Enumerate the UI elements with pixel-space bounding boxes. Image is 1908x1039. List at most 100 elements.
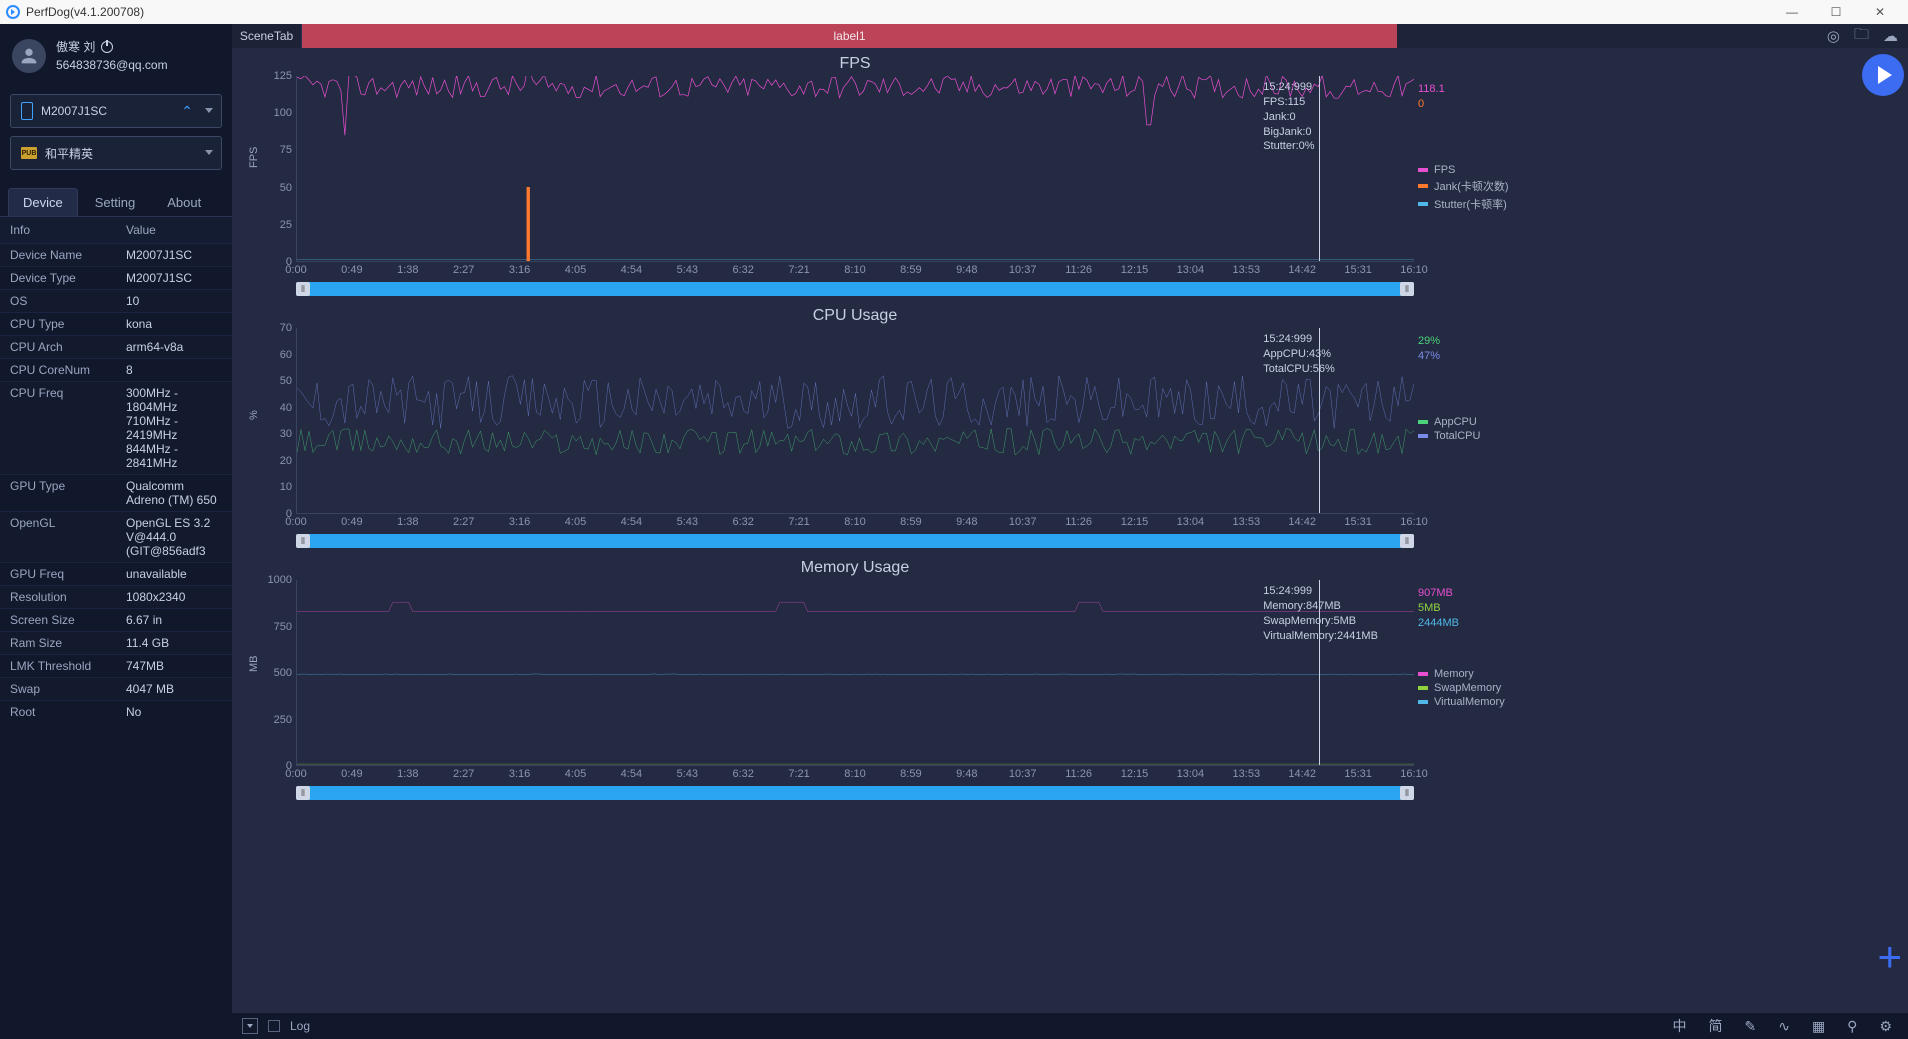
scrub-handle-right[interactable]: ⦀ xyxy=(1400,282,1414,296)
legend-item[interactable]: TotalCPU xyxy=(1418,430,1480,442)
location-icon[interactable]: ◎ xyxy=(1827,27,1840,45)
legend-item[interactable]: Stutter(卡顿率) xyxy=(1418,196,1509,212)
x-tick: 14:42 xyxy=(1288,516,1316,528)
legend-swatch xyxy=(1418,168,1428,172)
cloud-icon[interactable]: ☁ xyxy=(1883,27,1898,45)
scrub-handle-left[interactable]: ⦀ xyxy=(296,282,310,296)
lang-toggle-1[interactable]: 中 xyxy=(1666,1016,1692,1036)
tab-setting[interactable]: Setting xyxy=(80,188,150,216)
x-tick: 11:26 xyxy=(1065,264,1092,276)
x-tick: 0:49 xyxy=(341,264,362,276)
x-tick: 8:59 xyxy=(900,516,921,528)
info-row: LMK Threshold747MB xyxy=(0,654,232,677)
x-tick: 14:42 xyxy=(1288,768,1316,780)
x-tick: 2:27 xyxy=(453,516,474,528)
x-tick: 1:38 xyxy=(397,768,418,780)
hover-line xyxy=(1319,328,1320,513)
expand-log-button[interactable] xyxy=(242,1018,258,1034)
scrub-bar[interactable]: ⦀⦀ xyxy=(296,282,1414,296)
x-tick: 3:16 xyxy=(509,768,530,780)
grid-icon[interactable]: ▦ xyxy=(1806,1018,1831,1035)
scrub-handle-right[interactable]: ⦀ xyxy=(1400,786,1414,800)
x-tick: 9:48 xyxy=(956,264,977,276)
log-checkbox[interactable] xyxy=(268,1020,280,1032)
sidebar: 傲寒 刘 564838736@qq.com M2007J1SC ⌃ PUB 和平… xyxy=(0,24,232,1039)
info-key: Device Name xyxy=(0,244,116,266)
legend-label: VirtualMemory xyxy=(1434,696,1505,708)
info-head-value: Value xyxy=(116,217,166,243)
info-key: Device Type xyxy=(0,267,116,289)
series-value: 5MB xyxy=(1418,601,1459,616)
x-tick: 15:31 xyxy=(1344,768,1372,780)
wave-icon[interactable]: ∿ xyxy=(1772,1018,1796,1035)
info-key: GPU Type xyxy=(0,475,116,511)
avatar[interactable] xyxy=(12,39,46,73)
scrub-bar[interactable]: ⦀⦀ xyxy=(296,534,1414,548)
info-key: OpenGL xyxy=(0,512,116,562)
sidebar-tabs: Device Setting About xyxy=(8,188,224,216)
x-tick: 3:16 xyxy=(509,264,530,276)
scrub-bar[interactable]: ⦀⦀ xyxy=(296,786,1414,800)
user-name: 傲寒 刘 xyxy=(56,38,95,56)
legend-label: FPS xyxy=(1434,164,1455,176)
minimize-button[interactable]: — xyxy=(1770,5,1814,19)
info-row: CPU Archarm64-v8a xyxy=(0,335,232,358)
info-key: GPU Freq xyxy=(0,563,116,585)
device-dropdown-label: M2007J1SC xyxy=(41,104,107,118)
main-area: SceneTab label1 ◎ 🗀 ☁ + FPS0255075100125… xyxy=(232,24,1908,1039)
user-block: 傲寒 刘 564838736@qq.com xyxy=(0,24,232,90)
info-key: Swap xyxy=(0,678,116,700)
scrub-handle-left[interactable]: ⦀ xyxy=(296,786,310,800)
close-button[interactable]: ✕ xyxy=(1858,5,1902,19)
add-button[interactable]: + xyxy=(1877,933,1902,981)
legend-swatch xyxy=(1418,434,1428,438)
power-icon[interactable] xyxy=(101,41,113,53)
app-badge-icon: PUB xyxy=(21,147,37,159)
x-tick: 1:38 xyxy=(397,516,418,528)
info-key: OS xyxy=(0,290,116,312)
chart-fps: FPS0255075100125FPS15:24:999FPS:115Jank:… xyxy=(242,54,1898,302)
legend-item[interactable]: Memory xyxy=(1418,668,1505,680)
y-tick: 100 xyxy=(274,107,292,119)
legend-item[interactable]: AppCPU xyxy=(1418,416,1480,428)
legend-item[interactable]: Jank(卡顿次数) xyxy=(1418,178,1509,194)
gear-icon[interactable]: ⚙ xyxy=(1873,1018,1898,1035)
scrub-handle-right[interactable]: ⦀ xyxy=(1400,534,1414,548)
info-table: InfoValue Device NameM2007J1SCDevice Typ… xyxy=(0,216,232,723)
scene-label[interactable]: label1 xyxy=(302,24,1397,48)
legend-item[interactable]: VirtualMemory xyxy=(1418,696,1505,708)
info-row: Ram Size11.4 GB xyxy=(0,631,232,654)
chart-mem: MB02505007501000Memory Usage15:24:999Mem… xyxy=(242,558,1898,806)
x-tick: 8:59 xyxy=(900,768,921,780)
maximize-button[interactable]: ☐ xyxy=(1814,5,1858,19)
folder-icon[interactable]: 🗀 xyxy=(1854,24,1869,49)
tune-icon[interactable]: ⚲ xyxy=(1841,1018,1863,1035)
scrub-handle-left[interactable]: ⦀ xyxy=(296,534,310,548)
info-row: OpenGLOpenGL ES 3.2 V@444.0 (GIT@856adf3 xyxy=(0,511,232,562)
tab-about[interactable]: About xyxy=(152,188,216,216)
device-dropdown[interactable]: M2007J1SC ⌃ xyxy=(10,94,222,128)
brush-icon[interactable]: ✎ xyxy=(1738,1018,1762,1035)
hover-line xyxy=(1319,76,1320,261)
info-key: Ram Size xyxy=(0,632,116,654)
x-tick: 13:04 xyxy=(1177,516,1205,528)
x-tick: 0:00 xyxy=(285,768,306,780)
info-value: 1080x2340 xyxy=(116,586,232,608)
scene-tab[interactable]: SceneTab xyxy=(232,24,302,48)
legend-item[interactable]: SwapMemory xyxy=(1418,682,1505,694)
legend-swatch xyxy=(1418,700,1428,704)
x-tick: 7:21 xyxy=(788,768,809,780)
app-dropdown[interactable]: PUB 和平精英 xyxy=(10,136,222,170)
legend-label: AppCPU xyxy=(1434,416,1477,428)
info-key: Resolution xyxy=(0,586,116,608)
x-tick: 0:49 xyxy=(341,768,362,780)
x-tick: 3:16 xyxy=(509,516,530,528)
lang-toggle-2[interactable]: 简 xyxy=(1702,1016,1728,1036)
legend-label: SwapMemory xyxy=(1434,682,1501,694)
x-tick: 0:49 xyxy=(341,516,362,528)
x-tick: 6:32 xyxy=(732,768,753,780)
legend-item[interactable]: FPS xyxy=(1418,164,1509,176)
tab-device[interactable]: Device xyxy=(8,188,78,216)
series-value: 29% xyxy=(1418,334,1440,349)
user-email: 564838736@qq.com xyxy=(56,56,168,74)
